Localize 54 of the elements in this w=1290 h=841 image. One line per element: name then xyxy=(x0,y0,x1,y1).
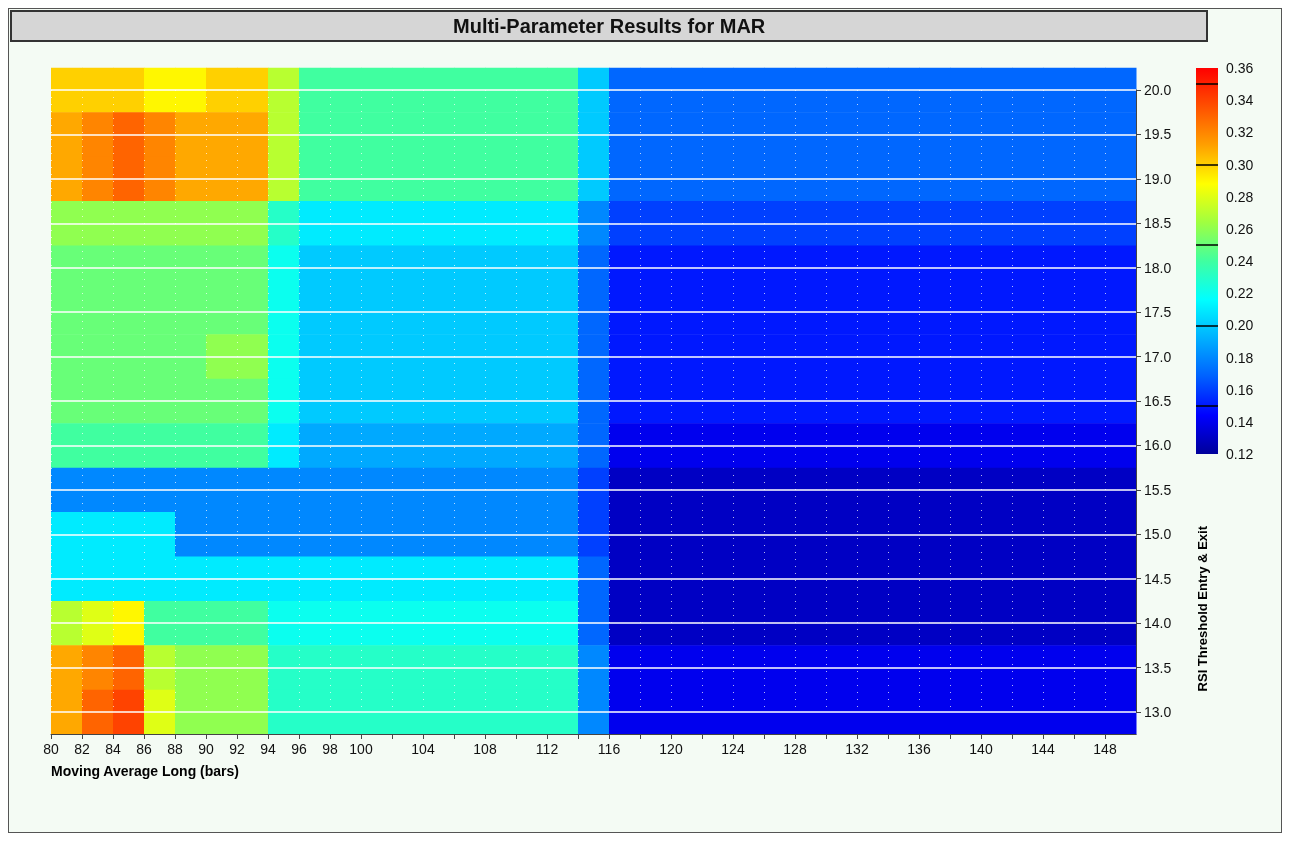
color-bar-label: 0.20 xyxy=(1226,317,1254,334)
y-tick-label: 14.5 xyxy=(1144,570,1172,587)
color-bar-label: 0.14 xyxy=(1226,413,1254,430)
y-tick-label: 18.0 xyxy=(1144,259,1172,276)
x-tick-label: 82 xyxy=(74,741,90,757)
color-bar-label: 0.16 xyxy=(1226,381,1254,398)
y-tick-label: 17.0 xyxy=(1144,348,1172,365)
y-tick-label: 19.0 xyxy=(1144,170,1172,187)
color-bar-label: 0.34 xyxy=(1226,92,1254,109)
x-tick-label: 112 xyxy=(535,741,559,757)
x-tick-label: 124 xyxy=(721,741,745,757)
x-tick-label: 136 xyxy=(907,741,931,757)
x-tick-label: 80 xyxy=(43,741,59,757)
chart-title: Multi-Parameter Results for MAR xyxy=(453,15,766,37)
x-tick-label: 128 xyxy=(783,741,807,757)
x-tick-label: 148 xyxy=(1093,741,1117,757)
color-bar-label: 0.30 xyxy=(1226,156,1254,173)
y-tick-label: 19.5 xyxy=(1144,126,1172,143)
y-tick-label: 18.5 xyxy=(1144,215,1172,232)
x-tick-label: 108 xyxy=(473,741,497,757)
y-tick-label: 17.5 xyxy=(1144,304,1172,321)
y-tick-label: 14.0 xyxy=(1144,615,1172,632)
color-bar-label: 0.12 xyxy=(1226,446,1254,462)
color-bar-label: 0.24 xyxy=(1226,253,1254,269)
color-bar-label: 0.18 xyxy=(1226,349,1254,366)
x-tick-label: 88 xyxy=(167,741,183,757)
x-tick-label: 100 xyxy=(349,741,373,757)
y-tick-label: 13.0 xyxy=(1144,704,1172,720)
y-tick-label: 15.5 xyxy=(1144,481,1172,498)
x-tick-label: 144 xyxy=(1031,741,1055,757)
x-tick-label: 140 xyxy=(969,741,993,757)
x-tick-label: 94 xyxy=(260,741,276,757)
color-bar-label: 0.26 xyxy=(1226,220,1254,237)
y-tick-label: 16.5 xyxy=(1144,393,1172,409)
x-tick-label: 132 xyxy=(845,741,869,757)
y-axis-title: RSI Threshold Entry & Exit xyxy=(1195,525,1210,692)
y-tick-label: 16.0 xyxy=(1144,437,1172,454)
x-tick-label: 84 xyxy=(105,741,121,757)
color-bar-label: 0.32 xyxy=(1226,124,1254,141)
x-tick-label: 92 xyxy=(229,741,245,757)
x-tick-label: 104 xyxy=(411,741,435,757)
y-tick-label: 20.0 xyxy=(1144,82,1172,98)
x-tick-label: 116 xyxy=(597,741,621,757)
x-tick-label: 90 xyxy=(198,741,214,757)
y-tick-label: 13.5 xyxy=(1144,659,1172,676)
x-axis-title: Moving Average Long (bars) xyxy=(51,763,239,779)
color-bar-label: 0.22 xyxy=(1226,285,1254,302)
color-bar-label: 0.28 xyxy=(1226,188,1254,205)
color-bar-label: 0.36 xyxy=(1226,60,1254,76)
x-tick-label: 86 xyxy=(136,741,152,757)
x-tick-label: 120 xyxy=(659,741,683,757)
x-tick-label: 98 xyxy=(322,741,338,757)
y-tick-label: 15.0 xyxy=(1144,526,1172,543)
x-tick-label: 96 xyxy=(291,741,307,757)
